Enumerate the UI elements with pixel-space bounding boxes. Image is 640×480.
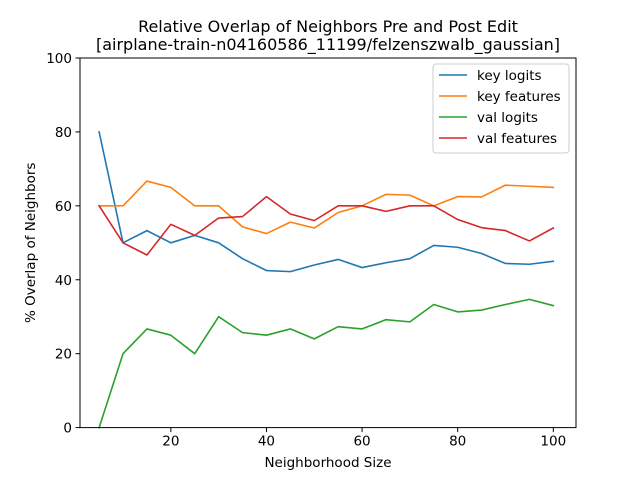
series-line-key-features: [98, 180, 555, 235]
chart-subtitle: [airplane-train-n04160586_11199/felzensz…: [96, 35, 560, 55]
x-axis: 20 40 60 80 100: [162, 427, 566, 450]
legend-box: [432, 63, 570, 154]
legend-label-key-logits: key logits: [477, 68, 542, 84]
legend: key logits key features val logits val feat…: [432, 63, 570, 154]
chart-title: Relative Overlap of Neighbors Pre and Po…: [138, 17, 518, 36]
series-line-val-features: [98, 195, 555, 256]
series-line-val-logits: [98, 298, 555, 429]
x-tick-label: 100: [540, 434, 566, 450]
x-tick-label: 20: [162, 434, 179, 450]
y-tick-label: 20: [55, 347, 72, 363]
y-tick-label: 100: [46, 51, 72, 67]
y-tick-label: 40: [55, 273, 72, 289]
plot-frame: [79, 57, 577, 429]
x-axis-label: Neighborhood Size: [264, 455, 391, 471]
y-axis: 0 20 40 60 80 100: [46, 51, 80, 437]
y-axis-label: % Overlap of Neighbors: [23, 163, 39, 323]
y-tick-label: 80: [55, 125, 72, 141]
legend-label-val-logits: val logits: [477, 110, 538, 126]
plot-lines: [98, 130, 555, 429]
series-line-key-logits: [98, 130, 555, 273]
legend-label-key-features: key features: [477, 89, 561, 105]
y-tick-label: 0: [63, 421, 72, 437]
legend-label-val-features: val features: [477, 131, 557, 147]
x-tick-label: 60: [353, 434, 370, 450]
x-tick-label: 80: [449, 434, 466, 450]
y-tick-label: 60: [55, 199, 72, 215]
x-tick-label: 40: [258, 434, 275, 450]
